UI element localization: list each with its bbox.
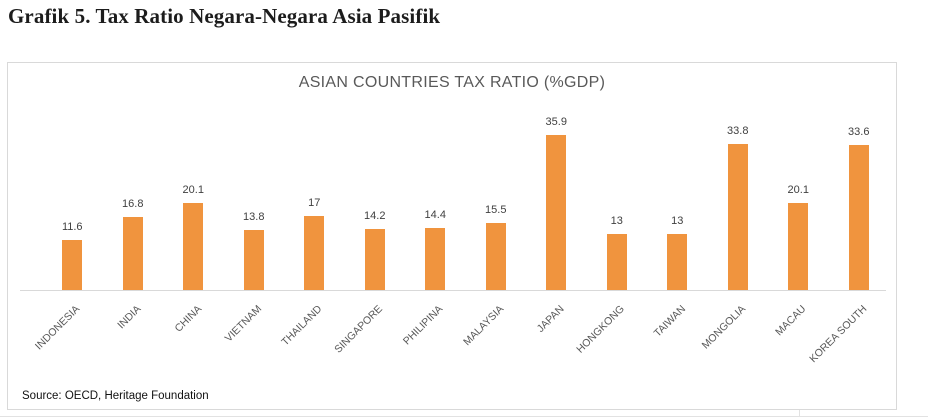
value-label: 16.8 (122, 198, 144, 210)
bar-hongkong (606, 234, 627, 290)
category-label: THAILAND (279, 303, 325, 349)
category-label: KOREA SOUTH (807, 303, 870, 366)
bar-china (183, 203, 204, 290)
figure-caption: Grafik 5. Tax Ratio Negara-Negara Asia P… (8, 4, 441, 28)
value-label: 14.2 (364, 210, 386, 222)
category-label: INDONESIA (33, 303, 83, 353)
bar-taiwan (667, 234, 688, 290)
value-label: 20.1 (182, 184, 204, 196)
value-label: 13.8 (243, 211, 265, 223)
bar-thailand (304, 216, 325, 290)
value-label: 14.4 (424, 209, 446, 221)
worksheet-gridline (0, 416, 928, 417)
bar-singapore (364, 229, 385, 290)
plot-area: 11.6 INDONESIA 16.8 INDIA 20.1 CHINA 13.8 VIETN… (8, 63, 896, 409)
category-label: MACAU (773, 303, 809, 339)
bar-malaysia (485, 223, 506, 290)
bar-chart: ASIAN COUNTRIES TAX RATIO (%GDP) 11.6 IND… (7, 62, 897, 410)
category-label: HONGKONG (574, 303, 628, 356)
value-label: 17 (308, 197, 321, 209)
source-note: Source: OECD, Heritage Foundation (22, 390, 209, 402)
value-label: 15.5 (485, 204, 507, 216)
category-label: VIETNAM (222, 303, 265, 345)
bar-india (122, 217, 143, 290)
category-label: PHILIPINA (401, 303, 446, 348)
value-label: 13 (671, 215, 684, 227)
value-label: 13 (610, 215, 623, 227)
category-label: TAIWAN (651, 303, 688, 340)
value-label: 33.8 (727, 125, 749, 137)
bar-vietnam (243, 230, 264, 290)
chart-title: ASIAN COUNTRIES TAX RATIO (%GDP) (298, 74, 606, 91)
value-label: 11.6 (61, 221, 83, 233)
bar-macau (788, 203, 809, 290)
category-label: MALAYSIA (461, 303, 507, 349)
value-label: 20.1 (787, 184, 809, 196)
category-label: INDIA (114, 303, 144, 332)
bar-korea-south (848, 145, 869, 290)
category-label: CHINA (172, 303, 204, 335)
category-label: JAPAN (534, 303, 567, 335)
category-label: SINGAPORE (332, 303, 386, 356)
bar-philipina (425, 228, 446, 290)
x-axis-line (20, 290, 886, 291)
value-label: 33.6 (848, 126, 870, 138)
value-label: 35.9 (545, 116, 567, 128)
worksheet-gridline-tick (799, 410, 800, 417)
bar-mongolia (727, 144, 748, 290)
bar-japan (546, 135, 567, 290)
category-label: MONGOLIA (699, 303, 749, 352)
bar-indonesia (62, 240, 83, 290)
